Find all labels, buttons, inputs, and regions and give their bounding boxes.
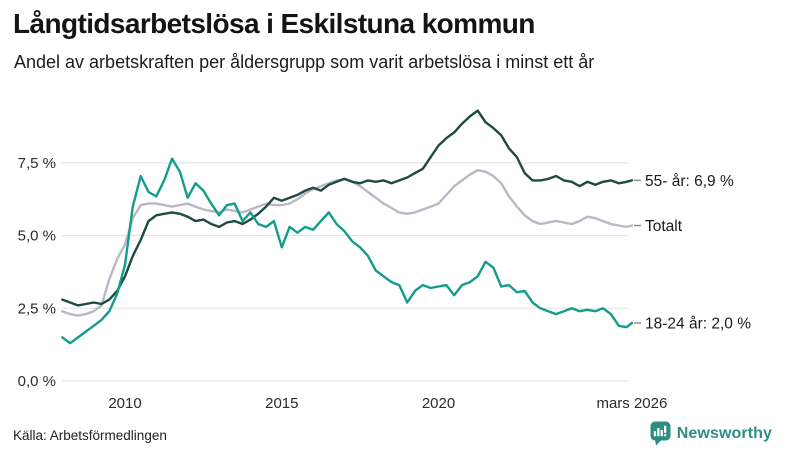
y-tick-label: 2,5 % (18, 300, 56, 317)
chart-title: Långtidsarbetslösa i Eskilstuna kommun (13, 8, 535, 39)
series-end-label: Totalt (645, 218, 683, 235)
newsworthy-icon (650, 421, 671, 446)
x-tick-label: mars 2026 (596, 395, 667, 412)
x-tick-label: 2020 (422, 395, 455, 412)
newsworthy-wordmark: Newsworthy (676, 424, 772, 442)
newsworthy-logo[interactable]: Newsworthy (650, 421, 772, 446)
x-tick-label: 2015 (265, 395, 298, 412)
series-end-label: 55- år: 6,9 % (645, 173, 734, 190)
y-tick-label: 5,0 % (18, 228, 56, 245)
series-line-18-24r (61, 157, 634, 345)
y-tick-label: 7,5 % (18, 155, 56, 172)
source-note: Källa: Arbetsförmedlingen (13, 428, 167, 443)
series-end-label: 18-24 år: 2,0 % (645, 315, 751, 332)
chart-subtitle: Andel av arbetskraften per åldersgrupp s… (14, 52, 595, 72)
y-tick-label: 0,0 % (18, 373, 56, 390)
x-tick-label: 2010 (108, 395, 141, 412)
series-line-55-r (61, 109, 634, 307)
